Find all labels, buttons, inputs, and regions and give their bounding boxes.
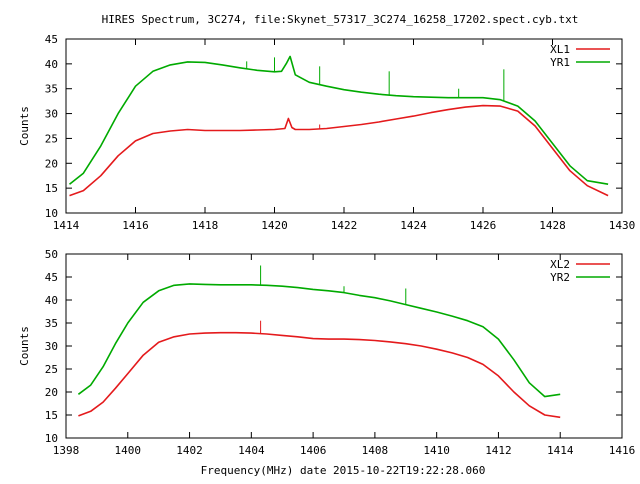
x-tick-label: 1406 <box>300 444 327 457</box>
y-tick-label: 45 <box>45 33 58 46</box>
y-tick-label: 25 <box>45 132 58 145</box>
x-tick-label: 1414 <box>53 219 80 232</box>
x-tick-label: 1412 <box>485 444 512 457</box>
legend-label-yr2: YR2 <box>550 271 570 284</box>
x-tick-label: 1422 <box>331 219 358 232</box>
y-tick-label: 10 <box>45 432 58 445</box>
x-tick-label: 1398 <box>53 444 80 457</box>
x-tick-label: 1428 <box>539 219 566 232</box>
x-tick-label: 1418 <box>192 219 219 232</box>
figure-title: HIRES Spectrum, 3C274, file:Skynet_57317… <box>102 13 579 26</box>
x-axis-label: Frequency(MHz) date 2015-10-22T19:22:28.… <box>201 464 486 477</box>
series-line-xl2 <box>78 331 561 419</box>
y-tick-label: 15 <box>45 409 58 422</box>
x-tick-label: 1404 <box>238 444 265 457</box>
x-tick-label: 1416 <box>609 444 636 457</box>
series-line-yr2 <box>77 283 561 398</box>
y-tick-label: 40 <box>45 58 58 71</box>
x-tick-label: 1414 <box>547 444 574 457</box>
y-tick-label: 20 <box>45 386 58 399</box>
x-tick-label: 1408 <box>362 444 389 457</box>
y-tick-label: 40 <box>45 294 58 307</box>
bottom-spectrum-plot: 10 15 20 25 30 35 40 45 50 1398 1400 1402 1404 1406 14… <box>18 248 635 457</box>
legend-label-yr1: YR1 <box>550 56 570 69</box>
y-tick-label: 10 <box>45 207 58 220</box>
legend-label-xl2: XL2 <box>550 258 570 271</box>
x-tick-label: 1424 <box>400 219 427 232</box>
x-tick-label: 1416 <box>122 219 149 232</box>
y-tick-label: 45 <box>45 271 58 284</box>
series-line-yr1 <box>69 55 609 185</box>
series-line-xl1 <box>69 104 609 197</box>
y-tick-label: 20 <box>45 157 58 170</box>
x-tick-label: 1426 <box>470 219 497 232</box>
y-tick-label: 35 <box>45 317 58 330</box>
top-spectrum-plot: 10 15 20 25 30 35 40 45 1414 1416 1418 1420 1422 1424… <box>18 33 635 232</box>
y-tick-label: 15 <box>45 182 58 195</box>
y-tick-label: 25 <box>45 363 58 376</box>
y-axis-label: Counts <box>18 106 31 146</box>
x-tick-label: 1430 <box>609 219 636 232</box>
y-tick-label: 35 <box>45 83 58 96</box>
legend-label-xl1: XL1 <box>550 43 570 56</box>
x-tick-label: 1400 <box>115 444 142 457</box>
x-tick-label: 1402 <box>176 444 203 457</box>
y-tick-label: 50 <box>45 248 58 261</box>
y-tick-label: 30 <box>45 340 58 353</box>
y-axis-label: Counts <box>18 326 31 366</box>
x-tick-label: 1410 <box>423 444 450 457</box>
x-tick-label: 1420 <box>261 219 288 232</box>
y-tick-label: 30 <box>45 108 58 121</box>
